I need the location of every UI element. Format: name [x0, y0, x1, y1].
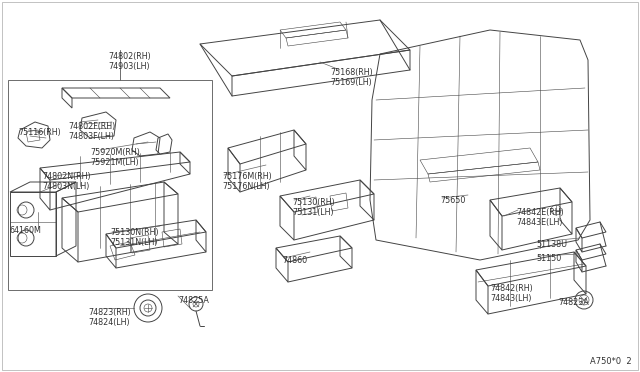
Text: 74802N(RH)
74803N(LH): 74802N(RH) 74803N(LH) [42, 172, 91, 192]
Text: 51150: 51150 [536, 254, 561, 263]
Text: 75650: 75650 [440, 196, 465, 205]
Text: 75168(RH)
75169(LH): 75168(RH) 75169(LH) [330, 68, 372, 87]
Text: 74842E(RH)
74843E(LH): 74842E(RH) 74843E(LH) [516, 208, 564, 227]
Text: 74860: 74860 [282, 256, 307, 265]
Text: A750*0  2: A750*0 2 [590, 357, 632, 366]
Text: 75130(RH)
75131(LH): 75130(RH) 75131(LH) [292, 198, 335, 217]
Text: 75116(RH): 75116(RH) [18, 128, 61, 137]
Text: 74823A: 74823A [558, 298, 589, 307]
Text: 74802(RH)
74903(LH): 74802(RH) 74903(LH) [108, 52, 151, 71]
Text: 51138U: 51138U [536, 240, 567, 249]
Text: 74842(RH)
74843(LH): 74842(RH) 74843(LH) [490, 284, 532, 304]
Text: 75920M(RH)
75921M(LH): 75920M(RH) 75921M(LH) [90, 148, 140, 167]
Text: 64160M: 64160M [10, 226, 42, 235]
Text: 74802F(RH)
74803F(LH): 74802F(RH) 74803F(LH) [68, 122, 115, 141]
Text: 75176M(RH)
75176N(LH): 75176M(RH) 75176N(LH) [222, 172, 272, 192]
Text: 74823(RH)
74824(LH): 74823(RH) 74824(LH) [88, 308, 131, 327]
Text: 75130N(RH)
75131N(LH): 75130N(RH) 75131N(LH) [110, 228, 159, 247]
Text: 74825A: 74825A [178, 296, 209, 305]
